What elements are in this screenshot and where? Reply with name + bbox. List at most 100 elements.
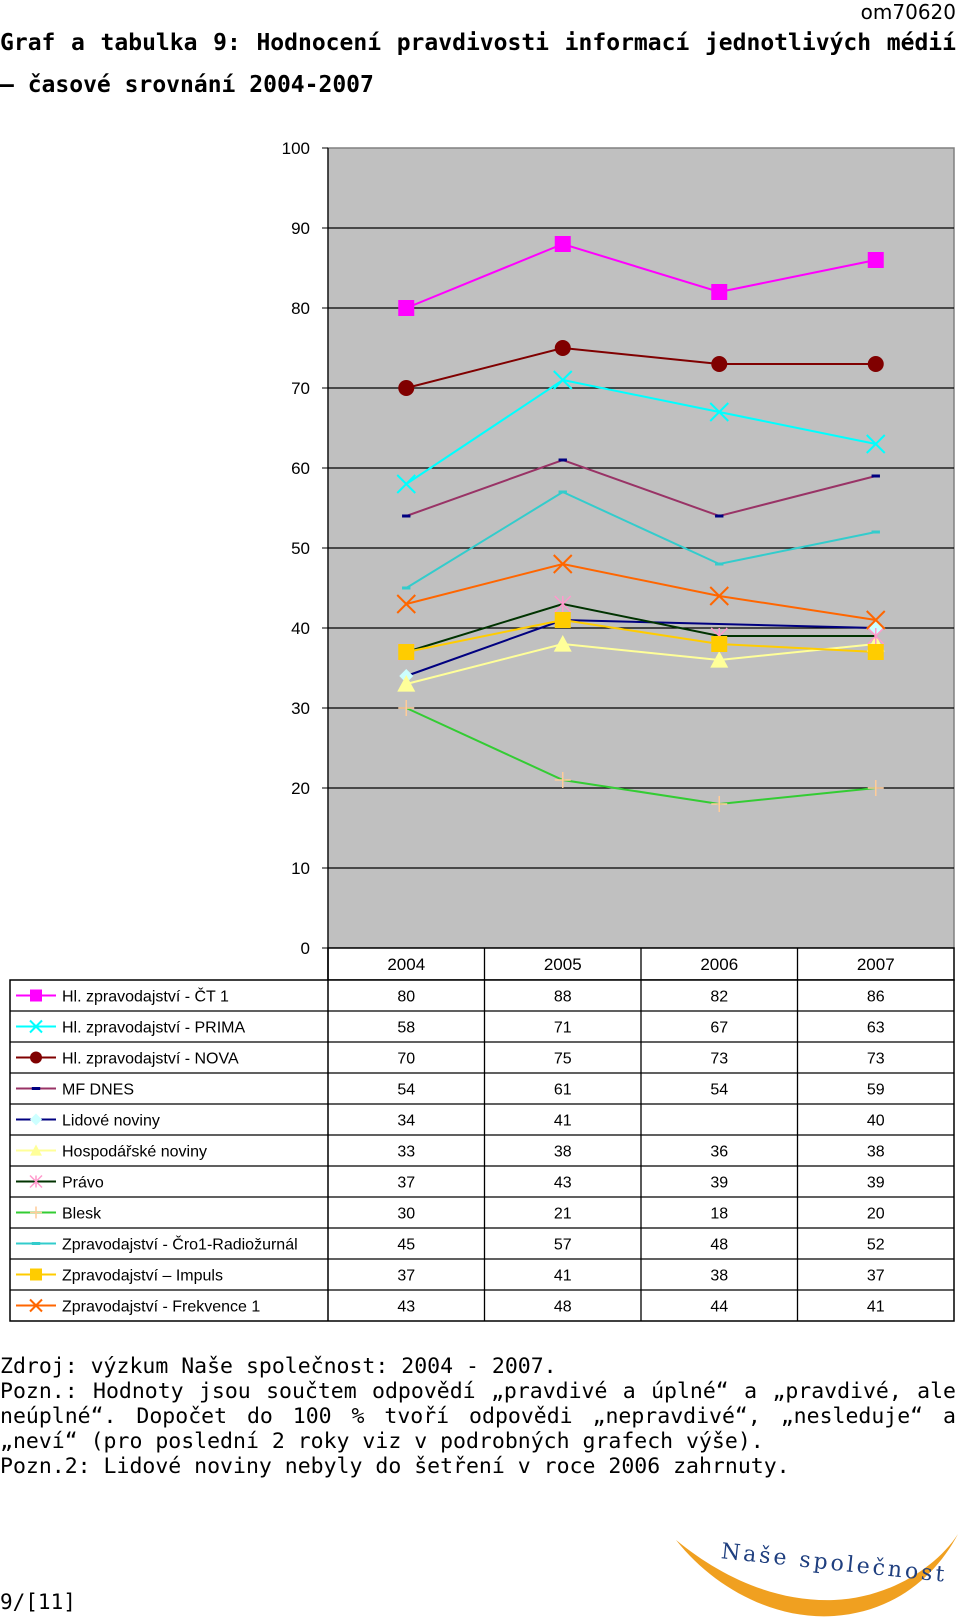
table-cell-zpravodajstvi-impuls-2004: 37 [397, 1268, 415, 1285]
y-tick-label-50: 50 [291, 539, 310, 558]
source-note: Zdroj: výzkum Naše společnost: 2004 - 20… [0, 1354, 557, 1379]
legend-label-blesk: Blesk [62, 1206, 102, 1223]
y-tick-label-60: 60 [291, 459, 310, 478]
data-point-zpravodajstvi-impuls-2006 [711, 636, 728, 652]
table-cell-hl-zpravodajstvi-nova-2004: 70 [397, 1051, 415, 1068]
series-line-zpravodajstvi-cro1-radiozurnal [405, 490, 877, 589]
legend-label-hl-zpravodajstvi-nova: Hl. zpravodajství - NOVA [62, 1051, 239, 1068]
x-tick-label-2006: 2006 [700, 955, 738, 974]
table-cell-mf-dnes-2004: 54 [397, 1082, 415, 1099]
series-line-hl-zpravodajstvi-nova [406, 346, 876, 389]
data-table: 2004 2005 2006 2007 Hl. zpravodajství - ČT 1… [9, 947, 955, 1322]
y-tick-label-0: 0 [301, 939, 310, 958]
legend-label-lidove-noviny: Lidové noviny [62, 1113, 160, 1130]
data-point-hospodarske-noviny-2005 [553, 635, 572, 652]
data-point-hl-zpravodajstvi-ct-1-2005 [554, 236, 571, 252]
legend-label-zpravodajstvi-cro1-radiozurnal: Zpravodajství - Čro1-Radiožurnál [62, 1235, 298, 1254]
legend-marker-hl-zpravodajstvi-ct-1 [30, 989, 42, 1002]
y-tick-label-70: 70 [291, 379, 310, 398]
exclusion-note: Pozn.2: Lidové noviny nebyly do šetření … [0, 1454, 790, 1479]
table-cell-lidove-noviny-2005: 41 [554, 1113, 572, 1130]
table-cell-pravo-2007: 39 [867, 1175, 885, 1192]
table-cell-hl-zpravodajstvi-prima-2005: 71 [554, 1020, 572, 1037]
data-point-hospodarske-noviny-2004 [397, 675, 416, 692]
table-cell-zpravodajstvi-impuls-2007: 37 [867, 1268, 885, 1285]
x-tick-label-2005: 2005 [544, 955, 582, 974]
logo: Naše společnost [676, 1534, 958, 1617]
legend-label-mf-dnes: MF DNES [62, 1082, 134, 1099]
data-point-blesk-2006 [711, 796, 728, 812]
legend-marker-pravo [29, 1174, 43, 1189]
table-cell-pravo-2006: 39 [710, 1175, 728, 1192]
legend-marker-blesk [30, 1206, 42, 1219]
series-line-mf-dnes [405, 458, 877, 518]
logo-swoosh [676, 1534, 958, 1617]
legend-label-zpravodajstvi-frekvence-1: Zpravodajství - Frekvence 1 [62, 1299, 260, 1316]
series-line-pravo [406, 602, 876, 653]
data-point-hl-zpravodajstvi-prima-2004 [396, 474, 416, 494]
table-cell-zpravodajstvi-cro1-radiozurnal-2006: 48 [710, 1237, 728, 1254]
table-cell-hospodarske-noviny-2004: 33 [397, 1144, 415, 1161]
chart-title: Graf a tabulka 9: Hodnocení pravdivosti … [0, 30, 956, 98]
table-cell-hl-zpravodajstvi-ct-1-2004: 80 [397, 989, 415, 1006]
table-cell-hl-zpravodajstvi-prima-2007: 63 [867, 1020, 885, 1037]
data-point-hl-zpravodajstvi-prima-2005 [553, 370, 573, 390]
table-cell-zpravodajstvi-frekvence-1-2006: 44 [710, 1299, 728, 1316]
table-cell-zpravodajstvi-frekvence-1-2007: 41 [867, 1299, 885, 1316]
series-line-zpravodajstvi-impuls [406, 618, 876, 653]
legend-marker-zpravodajstvi-frekvence-1 [29, 1298, 43, 1313]
table-cell-zpravodajstvi-cro1-radiozurnal-2005: 57 [554, 1237, 572, 1254]
table-cell-hl-zpravodajstvi-nova-2005: 75 [554, 1051, 572, 1068]
data-point-zpravodajstvi-cro1-radiozurnal-2004 [402, 586, 411, 590]
data-point-zpravodajstvi-impuls-2005 [554, 612, 571, 628]
x-tick-label-2004: 2004 [387, 955, 425, 974]
table-cell-hl-zpravodajstvi-prima-2004: 58 [397, 1020, 415, 1037]
data-point-hl-zpravodajstvi-nova-2006 [711, 356, 728, 372]
document-id: om70620 [860, 0, 956, 24]
legend-label-hl-zpravodajstvi-prima: Hl. zpravodajství - PRIMA [62, 1020, 245, 1037]
legend-label-pravo: Právo [62, 1175, 104, 1192]
data-point-hl-zpravodajstvi-ct-1-2007 [867, 252, 884, 268]
data-point-zpravodajstvi-cro1-radiozurnal-2006 [715, 562, 724, 566]
data-point-hl-zpravodajstvi-ct-1-2006 [711, 284, 728, 300]
series-line-zpravodajstvi-frekvence-1 [406, 562, 876, 621]
data-point-blesk-2004 [398, 700, 415, 716]
data-point-zpravodajstvi-frekvence-1-2005 [553, 554, 573, 574]
table-cell-zpravodajstvi-impuls-2006: 38 [710, 1268, 728, 1285]
data-point-zpravodajstvi-impuls-2004 [398, 644, 415, 660]
table-body [9, 979, 955, 1322]
data-point-mf-dnes-2007 [871, 474, 880, 478]
legend-label-hospodarske-noviny: Hospodářské noviny [62, 1144, 207, 1161]
table-cell-mf-dnes-2006: 54 [710, 1082, 728, 1099]
table-cell-blesk-2004: 30 [397, 1206, 415, 1223]
data-point-mf-dnes-2006 [715, 514, 724, 518]
table-cell-hl-zpravodajstvi-ct-1-2007: 86 [867, 989, 885, 1006]
data-point-pravo-2005 [554, 595, 572, 613]
gridlines [328, 227, 954, 869]
table-cell-hospodarske-noviny-2005: 38 [554, 1144, 572, 1161]
data-point-hl-zpravodajstvi-prima-2006 [709, 402, 729, 422]
table-cell-zpravodajstvi-cro1-radiozurnal-2004: 45 [397, 1237, 415, 1254]
table-cell-hl-zpravodajstvi-prima-2006: 67 [710, 1020, 728, 1037]
data-point-blesk-2007 [867, 780, 884, 796]
table-cell-hospodarske-noviny-2007: 38 [867, 1144, 885, 1161]
table-cell-lidove-noviny-2007: 40 [867, 1113, 885, 1130]
logo-text: Naše společnost [720, 1539, 949, 1588]
table-cell-hl-zpravodajstvi-nova-2006: 73 [710, 1051, 728, 1068]
data-point-zpravodajstvi-frekvence-1-2004 [396, 594, 416, 614]
legend-marker-zpravodajstvi-cro1-radiozurnal [31, 1242, 41, 1245]
table-cell-zpravodajstvi-impuls-2005: 41 [554, 1268, 572, 1285]
data-point-zpravodajstvi-impuls-2007 [867, 644, 884, 660]
data-point-zpravodajstvi-frekvence-1-2007 [866, 610, 886, 630]
table-cell-mf-dnes-2005: 61 [554, 1082, 572, 1099]
table-cell-zpravodajstvi-cro1-radiozurnal-2007: 52 [867, 1237, 885, 1254]
series-line-blesk [405, 707, 876, 806]
legend-label-hl-zpravodajstvi-ct-1: Hl. zpravodajství - ČT 1 [62, 987, 229, 1006]
y-tick-label-80: 80 [291, 299, 310, 318]
legend-marker-hl-zpravodajstvi-prima [29, 1019, 43, 1034]
notes: Zdroj: výzkum Naše společnost: 2004 - 20… [0, 1354, 956, 1479]
y-axis: 0 10 20 30 40 50 60 70 80 90 100 [282, 139, 329, 958]
data-point-hospodarske-noviny-2006 [710, 651, 729, 668]
table-cell-pravo-2005: 43 [554, 1175, 572, 1192]
y-tick-label-90: 90 [291, 219, 310, 238]
